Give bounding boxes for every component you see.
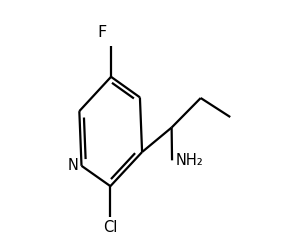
Text: N: N — [68, 158, 79, 173]
Text: F: F — [97, 25, 107, 40]
Text: NH₂: NH₂ — [175, 153, 203, 168]
Text: Cl: Cl — [103, 220, 118, 236]
